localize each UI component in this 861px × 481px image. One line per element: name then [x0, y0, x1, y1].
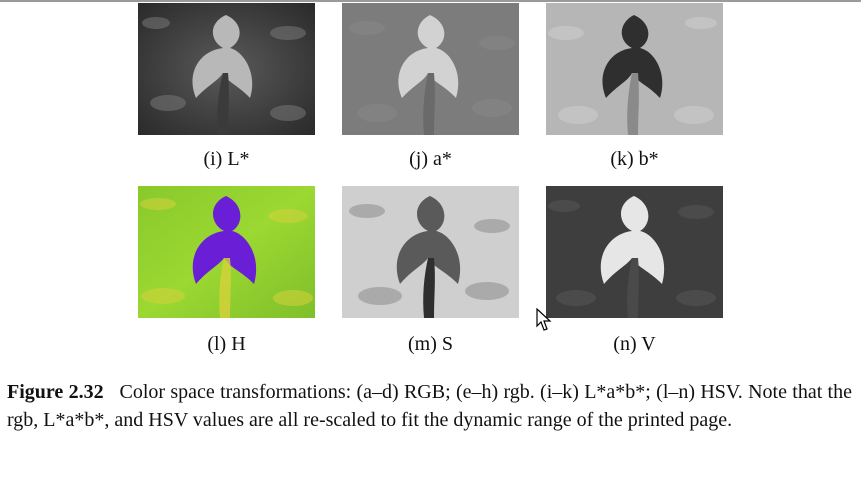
panel-label-j: (j) a* [409, 148, 452, 170]
image-panel-saturation [342, 186, 519, 318]
mouse-cursor-icon [536, 307, 552, 332]
panel-label-k: (k) b* [610, 148, 659, 170]
figure-caption-text: Color space transformations: (a–d) RGB; … [7, 381, 852, 431]
image-panel-a-star [342, 3, 519, 135]
image-panel-b-star [546, 3, 723, 135]
panel-label-m: (m) S [408, 333, 453, 355]
figure-caption: Figure 2.32 Color space transformations:… [7, 378, 852, 434]
image-panel-hue [138, 186, 315, 318]
image-panel-l-star [138, 3, 315, 135]
panel-label-l: (l) H [207, 333, 246, 355]
top-border [0, 0, 861, 2]
figure-label: Figure 2.32 [7, 381, 104, 403]
panel-label-n: (n) V [613, 333, 656, 355]
panel-label-i: (i) L* [203, 148, 250, 170]
image-panel-value [546, 186, 723, 318]
